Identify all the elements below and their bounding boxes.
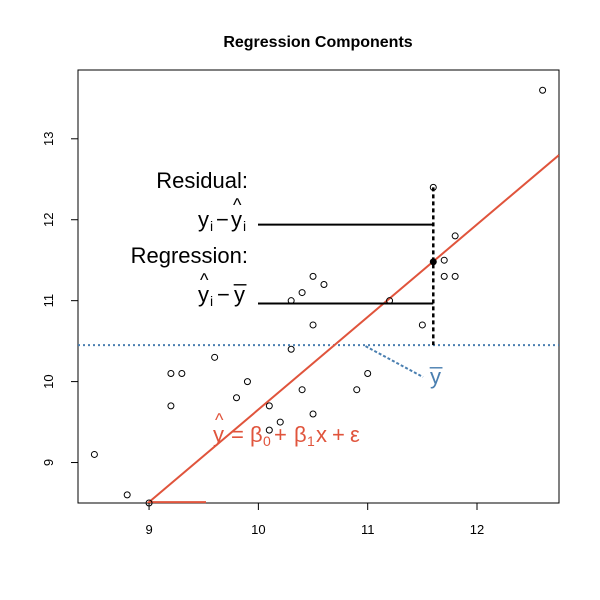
model-epsilon: ε — [350, 422, 360, 447]
y-tick-label: 12 — [41, 212, 56, 226]
data-point — [451, 232, 459, 240]
model-x: x — [316, 422, 327, 447]
data-points — [90, 86, 547, 507]
y-tick-label: 11 — [41, 294, 56, 308]
y-axis: 9 10 11 12 13 — [41, 132, 78, 466]
regression-title: Regression: — [131, 243, 248, 268]
model-beta1: β — [294, 422, 307, 447]
plot-frame — [77, 69, 560, 504]
data-point — [298, 289, 306, 297]
data-point — [243, 378, 251, 386]
residual-y: y — [198, 207, 209, 232]
residual-formula: y i − y ^ i — [198, 195, 246, 234]
regression-formula: y ^ i − y _ — [198, 261, 247, 309]
data-point — [265, 426, 273, 434]
ybar-bar: _ — [429, 344, 443, 369]
model-sub0: 0 — [263, 433, 271, 449]
model-plus: + — [274, 422, 287, 447]
data-point — [123, 491, 131, 499]
model-beta0: β — [250, 422, 263, 447]
x-tick-label: 10 — [251, 522, 265, 537]
x-tick-label: 11 — [361, 522, 375, 537]
data-point — [309, 410, 317, 418]
data-point — [167, 370, 175, 378]
residual-sub2: i — [243, 218, 246, 234]
data-point — [364, 370, 372, 378]
data-point — [320, 280, 328, 288]
data-point — [178, 370, 186, 378]
data-point — [265, 402, 273, 410]
highlight-point — [429, 258, 437, 266]
data-point — [90, 450, 98, 458]
mean-pointer-line — [365, 345, 424, 378]
data-point — [287, 297, 295, 305]
residual-minus: − — [216, 207, 229, 232]
model-eq: = — [231, 422, 244, 447]
data-point — [276, 418, 284, 426]
data-point — [287, 345, 295, 353]
data-point — [211, 353, 219, 361]
residual-hat: ^ — [233, 195, 242, 215]
x-axis: 9 10 11 12 — [145, 503, 484, 537]
model-label: y ^ = β 0 + β 1 x + ε — [213, 410, 360, 449]
chart-title: Regression Components — [223, 34, 412, 51]
data-point — [298, 386, 306, 394]
data-point — [451, 272, 459, 280]
model-sub1: 1 — [307, 433, 315, 449]
data-point — [539, 86, 547, 94]
data-point — [429, 183, 437, 191]
residual-sub: i — [210, 218, 213, 234]
data-point — [353, 386, 361, 394]
regression-sub: i — [210, 293, 213, 309]
ybar-y: y — [430, 364, 441, 389]
data-point — [167, 402, 175, 410]
data-point — [386, 297, 394, 305]
model-yhat: y — [213, 422, 224, 447]
ybar-label: y _ — [429, 344, 443, 389]
x-tick-label: 12 — [470, 522, 484, 537]
regression-minus: − — [217, 282, 230, 307]
data-point — [440, 256, 448, 264]
regression-yhat: y — [198, 282, 209, 307]
regression-line — [146, 154, 559, 503]
x-tick-label: 9 — [145, 522, 152, 537]
residual-yhat: y — [231, 207, 242, 232]
regression-hat: ^ — [200, 270, 209, 290]
data-point — [233, 394, 241, 402]
residual-title: Residual: — [156, 168, 248, 193]
data-point — [418, 321, 426, 329]
data-point — [309, 321, 317, 329]
model-plus2: + — [332, 422, 345, 447]
model-hat: ^ — [215, 410, 224, 430]
y-tick-label: 9 — [41, 459, 56, 466]
regression-ybar: y — [234, 282, 245, 307]
y-tick-label: 10 — [41, 374, 56, 388]
y-tick-label: 13 — [41, 132, 56, 146]
data-point — [145, 499, 153, 507]
data-point — [440, 272, 448, 280]
data-point — [309, 272, 317, 280]
regression-bar: _ — [233, 261, 247, 286]
